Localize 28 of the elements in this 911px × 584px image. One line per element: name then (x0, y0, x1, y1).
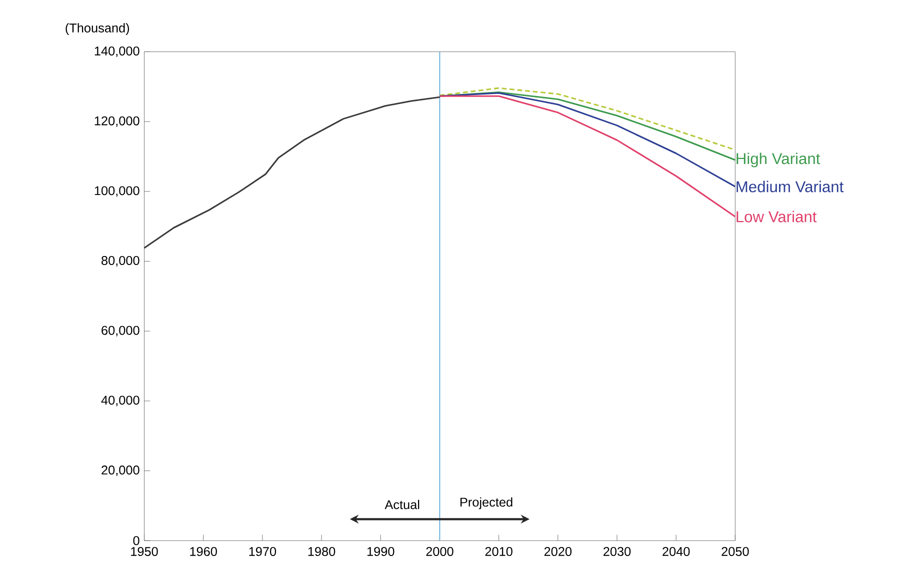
x-tick-label: 1950 (131, 546, 158, 556)
line-series (438, 92, 736, 188)
x-tick-label: 2040 (662, 546, 690, 556)
x-tick-label: 2020 (544, 546, 572, 556)
line-series (438, 95, 736, 218)
y-tick-label: 80,000 (102, 256, 140, 266)
series-label: Low Variant (736, 210, 817, 222)
x-tick-label: 1960 (190, 546, 217, 556)
x-tick-label: 1970 (249, 546, 276, 556)
annotation: Actual (384, 500, 420, 510)
y-tick-label: 20,000 (102, 465, 140, 476)
y-tick-label: 120,000 (94, 116, 140, 127)
series-label: Medium Variant (736, 180, 844, 192)
x-tick-label: 2030 (604, 546, 631, 556)
y-tick-label: 40,000 (101, 396, 140, 406)
x-tick-label: 2010 (485, 546, 512, 556)
y-tick-label: 100,000 (94, 186, 140, 197)
x-tick-label: 2050 (722, 546, 749, 556)
y-axis-title: (Thousand) (66, 23, 130, 35)
y-tick-label: 60,000 (102, 326, 140, 336)
annotation: Projected (460, 497, 512, 510)
line-series (143, 96, 440, 249)
series-label: High Variant (736, 152, 820, 168)
x-tick-label: 1990 (367, 546, 394, 556)
y-tick-label: 0 (133, 536, 140, 546)
x-tick-label: 2000 (426, 546, 454, 556)
x-tick-label: 1980 (308, 546, 336, 556)
y-tick-label: 140,000 (94, 46, 140, 57)
